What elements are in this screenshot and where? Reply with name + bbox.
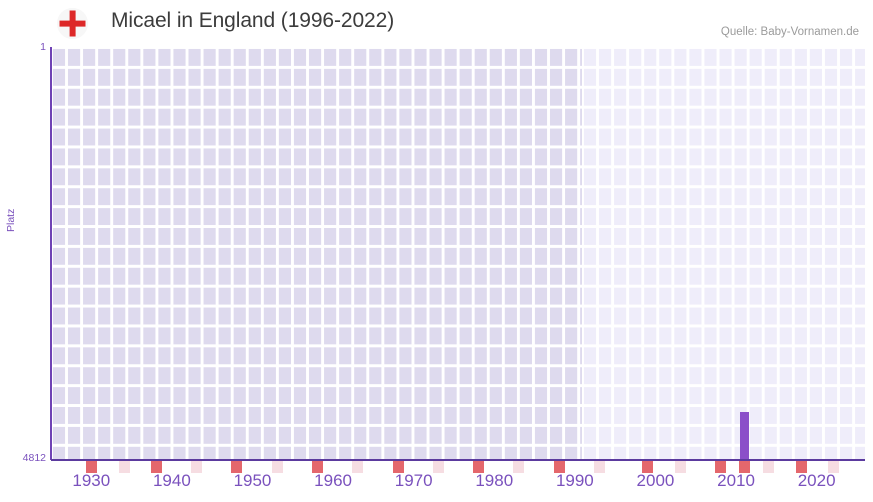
x-axis-tick-1990: 1990 [555,471,594,490]
baseline-marker-2003 [674,461,686,473]
baseline-marker-2022 [827,461,839,473]
baseline-marker-1934 [118,461,130,473]
x-axis-tick-1960: 1960 [314,471,352,490]
x-axis-line [51,459,865,461]
x-axis-tick-2000: 2000 [636,471,675,490]
baseline-marker-1999 [642,461,654,473]
plot-area [51,47,865,460]
baseline-marker-1958 [311,461,323,473]
baseline-marker-1930 [86,461,98,473]
baseline-marker-2008 [714,461,726,473]
grid-region-recent [582,47,865,460]
baseline-marker-1948 [231,461,243,473]
baseline-marker-1943 [191,461,203,473]
source-attribution: Quelle: Baby-Vornamen.de [720,26,859,38]
y-axis-tick-bottom: 4812 [22,452,46,464]
x-axis-tick-1940: 1940 [152,471,191,490]
baseline-marker-1968 [392,461,404,473]
baseline-marker-1953 [271,461,283,473]
y-axis-title: Platz [5,208,17,232]
y-axis-line [50,47,52,460]
england-flag-svg [57,8,88,39]
baseline-marker-1978 [473,461,485,473]
chart-header: Micael in England (1996-2022) Quelle: Ba… [0,0,873,46]
baseline-marker-1938 [150,461,162,473]
baseline-marker-1973 [432,461,444,473]
baseline-marker-1983 [513,461,525,473]
x-axis-tick-2020: 2020 [797,471,836,490]
x-axis-tick-2010: 2010 [717,471,755,490]
x-axis-tick-1930: 1930 [72,471,111,490]
baseline-marker-2011 [739,461,751,473]
england-flag-icon [57,8,88,39]
y-axis-tick-top: 1 [40,41,46,53]
baseline-marker-2018 [795,461,807,473]
page-title: Micael in England (1996-2022) [111,9,395,32]
grid-region-historic [51,47,582,460]
x-axis-tick-1970: 1970 [394,471,433,490]
baseline-marker-1993 [594,461,606,473]
baseline-marker-1963 [352,461,364,473]
x-axis-tick-1980: 1980 [475,471,514,490]
x-axis-tick-1950: 1950 [233,471,272,490]
baseline-marker-2014 [763,461,775,473]
rank-bar-2011 [740,412,750,460]
baseline-marker-1988 [553,461,565,473]
